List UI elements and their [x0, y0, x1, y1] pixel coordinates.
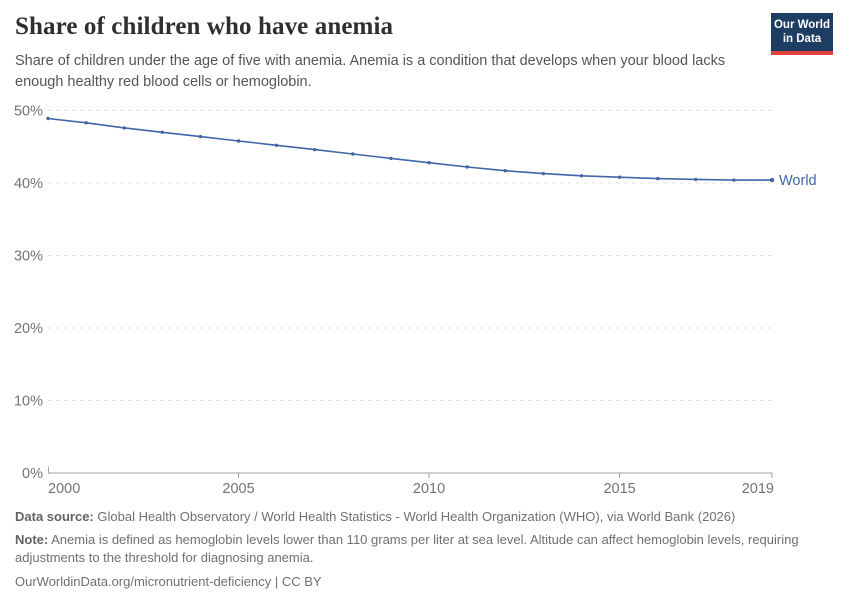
y-tick-label: 10%	[14, 394, 43, 410]
x-tick-label: 2000	[48, 481, 80, 497]
y-tick-label: 40%	[14, 176, 43, 192]
chart-area: 0% 10% 20% 30% 40% 50% 2000 2005 2010 2015 2019 Wor…	[0, 95, 850, 505]
data-point	[84, 121, 88, 125]
owid-logo-line1: Our World	[773, 19, 830, 31]
line-chart: 0% 10% 20% 30% 40% 50% 2000 2005 2010 2015 2019 Wor…	[14, 104, 817, 498]
y-tick-label: 20%	[14, 321, 43, 337]
note-text: Anemia is defined as hemoglobin levels l…	[15, 532, 799, 566]
data-point	[656, 176, 660, 181]
note-label: Note:	[15, 532, 49, 548]
chart-footer: Data source: Global Health Observatory /…	[15, 508, 835, 596]
data-point	[274, 143, 279, 147]
data-source-text: Global Health Observatory / World Health…	[97, 509, 736, 524]
owid-logo: Our World in Data	[771, 13, 833, 55]
data-point	[732, 178, 736, 182]
data-source-line: Data source: Global Health Observatory /…	[15, 508, 835, 526]
data-point	[465, 165, 469, 169]
chart-header: Share of children who have anemia Share …	[15, 12, 835, 93]
data-point	[541, 171, 546, 176]
data-point	[427, 161, 431, 165]
series-line-world	[47, 117, 773, 181]
y-tick-label: 30%	[14, 249, 43, 265]
note-line: Note: Anemia is defined as hemoglobin le…	[15, 531, 835, 567]
data-point	[694, 177, 698, 182]
x-tick-label: 2010	[413, 481, 445, 497]
owid-logo-line2: in Data	[782, 33, 822, 46]
data-point	[617, 175, 622, 179]
data-point	[503, 169, 507, 173]
data-point	[389, 156, 393, 161]
data-point	[122, 126, 126, 130]
y-tick-label: 0%	[22, 466, 43, 482]
y-tick-label: 50%	[14, 104, 43, 120]
data-point	[46, 116, 50, 121]
data-point	[351, 152, 355, 156]
data-point	[198, 134, 203, 139]
x-tick-label: 2005	[222, 481, 254, 497]
chart-subtitle: Share of children under the age of five …	[15, 53, 726, 91]
x-tick-label: 2015	[603, 481, 635, 497]
data-point	[160, 130, 164, 134]
data-point	[579, 174, 584, 178]
data-point	[769, 177, 775, 183]
x-tick-label: 2019	[742, 481, 774, 497]
citation-line: OurWorldinData.org/micronutrient-deficie…	[15, 573, 322, 589]
page-title: Share of children who have anemia	[15, 13, 394, 40]
data-source-label: Data source:	[15, 509, 94, 524]
data-point	[236, 139, 241, 143]
series-end-label: World	[779, 173, 817, 189]
data-point	[313, 147, 317, 152]
